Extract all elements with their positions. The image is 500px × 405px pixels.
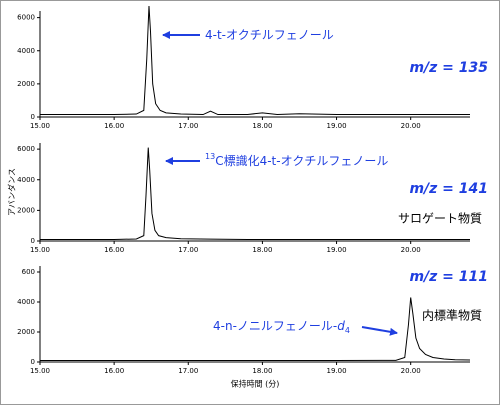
x-tick-label: 17.00 — [178, 246, 198, 254]
y-tick-label: 4000 — [17, 176, 35, 184]
x-tick-label: 17.00 — [178, 367, 198, 375]
x-tick-label: 17.00 — [178, 122, 198, 130]
y-tick-label: 2000 — [17, 328, 35, 336]
y-axis-label: アバンダンス — [7, 168, 17, 216]
x-tick-label: 16.00 — [104, 122, 124, 130]
x-tick-label: 16.00 — [104, 246, 124, 254]
chromatogram-line — [40, 297, 471, 361]
x-tick-label: 18.00 — [252, 122, 272, 130]
compound-label-part: 4 — [345, 326, 350, 335]
compound-label-part: 4-n-ノニルフェノール- — [213, 319, 337, 333]
y-tick-label: 2000 — [17, 80, 35, 88]
mz-label: m/z = 141 — [409, 181, 488, 197]
compound-label: 13C標識化4-t-オクチルフェノール — [205, 152, 388, 168]
x-tick-label: 20.00 — [401, 367, 421, 375]
mz-label: m/z = 111 — [409, 269, 488, 285]
x-tick-label: 16.00 — [104, 367, 124, 375]
x-tick-label: 18.00 — [252, 246, 272, 254]
y-tick-label: 0 — [31, 113, 35, 121]
chromatogram-line — [40, 147, 470, 240]
x-tick-label: 19.00 — [327, 367, 347, 375]
y-tick-label: 0 — [31, 237, 35, 245]
x-tick-label: 19.00 — [327, 246, 347, 254]
arrow — [361, 326, 398, 336]
x-tick-label: 15.00 — [30, 122, 50, 130]
compound-label-part: d — [337, 319, 345, 333]
x-tick-label: 18.00 — [252, 367, 272, 375]
x-axis-label: 保持時間 (分) — [231, 379, 280, 389]
y-tick-label: 2000 — [17, 206, 35, 214]
y-tick-label: 4000 — [17, 47, 35, 55]
y-tick-label: 6000 — [17, 14, 35, 22]
compound-label-part: 13 — [205, 152, 215, 161]
compound-label-part: 4-t-オクチルフェノール — [205, 28, 334, 42]
x-tick-label: 20.00 — [401, 122, 421, 130]
x-tick-label: 20.00 — [401, 246, 421, 254]
compound-label: 4-t-オクチルフェノール — [205, 28, 334, 42]
chromatogram-line — [40, 6, 470, 116]
role-label: 内標準物質 — [422, 308, 482, 323]
compound-label: 4-n-ノニルフェノール-d4 — [213, 319, 350, 336]
x-tick-label: 19.00 — [327, 122, 347, 130]
x-tick-label: 15.00 — [30, 246, 50, 254]
y-tick-label: 4000 — [17, 298, 35, 306]
y-tick-label: 600 — [22, 268, 35, 276]
x-tick-label: 15.00 — [30, 367, 50, 375]
role-label: サロゲート物質 — [398, 211, 482, 226]
mz-label: m/z = 135 — [409, 60, 488, 76]
y-tick-label: 0 — [31, 358, 35, 366]
compound-label-part: C標識化4-t-オクチルフェノール — [215, 154, 388, 168]
y-tick-label: 6000 — [17, 145, 35, 153]
